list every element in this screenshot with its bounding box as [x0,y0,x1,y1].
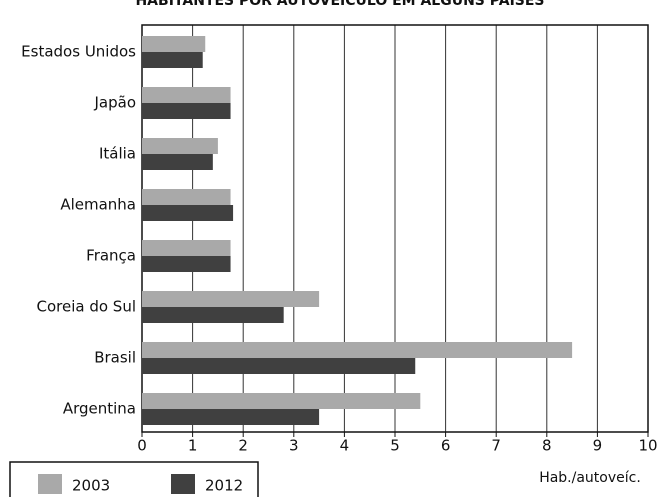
x-tick-label: 5 [390,437,400,455]
bar [142,52,203,68]
bar [142,342,573,358]
y-tick-label: Coreia do Sul [36,298,136,316]
bar [142,358,416,374]
chart-title: HABITANTES POR AUTOVEÍCULO EM ALGUNS PAÍ… [135,0,544,9]
legend-swatch [38,474,62,494]
y-tick-label: Alemanha [60,196,136,214]
x-axis-label: Hab./autoveíc. [539,470,641,486]
legend-label: 2003 [72,477,110,495]
y-tick-label: Japão [93,94,136,112]
legend-swatch [171,474,195,494]
bar [142,205,234,221]
x-tick-label: 8 [542,437,552,455]
x-tick-label: 7 [491,437,501,455]
legend-box [9,461,259,497]
x-tick-label: 0 [137,437,147,455]
bar [142,409,320,425]
bar [142,138,218,154]
bar [142,36,206,52]
bar [142,307,284,323]
bar [142,87,231,103]
bar [142,240,231,256]
x-tick-label: 9 [593,437,603,455]
x-tick-label: 10 [638,437,657,455]
y-tick-label: Itália [99,145,136,163]
plot-frame [141,24,649,433]
bar [142,291,320,307]
bar [142,154,213,170]
y-tick-label: Estados Unidos [21,43,136,61]
bar [142,393,421,409]
bar [142,256,231,272]
y-tick-label: Argentina [63,400,136,418]
y-tick-label: Brasil [94,349,136,367]
bar [142,189,231,205]
y-tick-label: França [86,247,136,265]
x-tick-label: 1 [188,437,198,455]
legend-label: 2012 [205,477,243,495]
bar [142,103,231,119]
x-tick-label: 4 [340,437,350,455]
x-tick-label: 3 [289,437,299,455]
x-tick-label: 6 [441,437,451,455]
x-tick-label: 2 [238,437,248,455]
